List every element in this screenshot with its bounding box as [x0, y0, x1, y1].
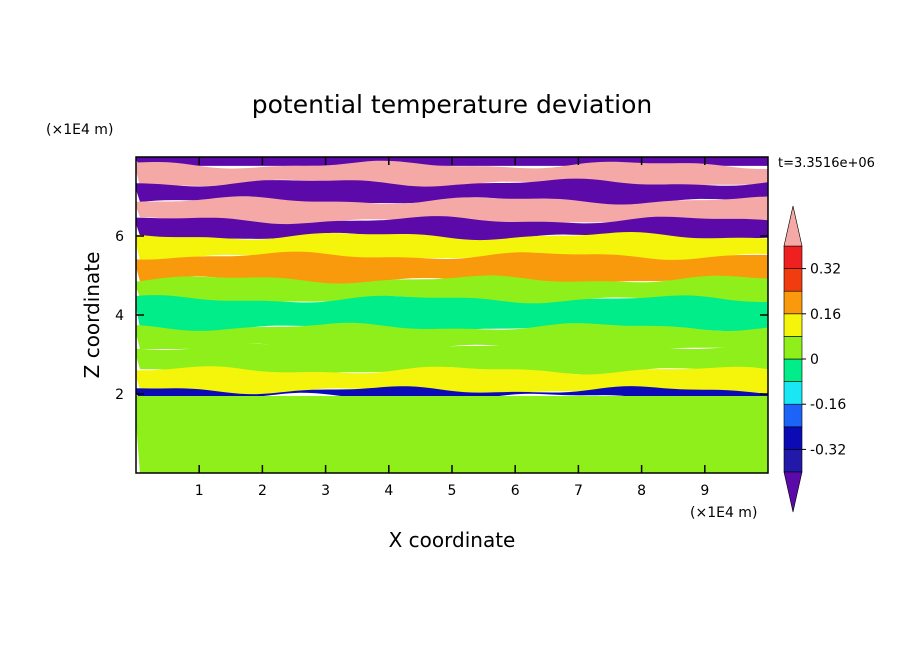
contour-band: [136, 160, 768, 188]
contour-band: [136, 196, 768, 226]
contour-band: [136, 322, 768, 352]
colorbar-bin: [783, 336, 803, 360]
x-tick-label: 1: [195, 483, 204, 499]
x-tick-label: 4: [384, 483, 393, 499]
x-axis-label: X coordinate: [389, 528, 516, 552]
contour-band: [136, 386, 768, 402]
contour-band: [136, 251, 768, 285]
colorbar-bin: [783, 245, 803, 269]
y-axis-ticks: 2 4 6: [115, 229, 768, 403]
y-tick-label: 2: [115, 387, 124, 403]
x-tick-label: 7: [574, 483, 583, 499]
contour-band: [136, 295, 768, 332]
colorbar-label: 0.16: [810, 307, 841, 323]
x-unit-label: (×1E4 m): [690, 505, 757, 521]
y-tick-label: 4: [115, 308, 124, 324]
x-axis-ticks: 1 2 3 4 5 6 7 8 9: [195, 157, 709, 499]
contour-band: [136, 396, 768, 473]
time-label: t=3.3516e+06: [778, 156, 875, 171]
colorbar-bin: [783, 313, 803, 337]
x-tick-label: 2: [258, 483, 267, 499]
contour-band: [136, 342, 768, 375]
colorbar-label: 0: [810, 352, 819, 368]
x-tick-label: 8: [637, 483, 646, 499]
colorbar-bin: [783, 358, 803, 382]
colorbar: 0.32 0.16 0 -0.16 -0.32: [783, 205, 846, 513]
contour-plot-area: [136, 157, 768, 473]
colorbar-label: 0.32: [810, 262, 841, 278]
x-tick-label: 3: [321, 483, 330, 499]
colorbar-lower-extension: [783, 471, 803, 513]
contour-band: [136, 275, 768, 305]
contour-band: [136, 178, 768, 206]
colorbar-bin: [783, 403, 803, 428]
colorbar-label: -0.32: [810, 442, 846, 458]
x-tick-label: 6: [511, 483, 520, 499]
x-tick-label: 9: [700, 483, 709, 499]
colorbar-bin: [783, 449, 803, 473]
y-tick-label: 6: [115, 229, 124, 245]
y-unit-label: (×1E4 m): [46, 122, 113, 138]
colorbar-bin: [783, 268, 803, 292]
colorbar-bin: [783, 381, 803, 405]
chart-title: potential temperature deviation: [252, 90, 652, 119]
colorbar-upper-extension: [783, 205, 803, 247]
colorbar-label: -0.16: [810, 397, 846, 413]
x-tick-label: 5: [448, 483, 457, 499]
y-axis-label: Z coordinate: [80, 252, 104, 379]
colorbar-bin: [783, 426, 803, 450]
colorbar-bin: [783, 290, 803, 315]
